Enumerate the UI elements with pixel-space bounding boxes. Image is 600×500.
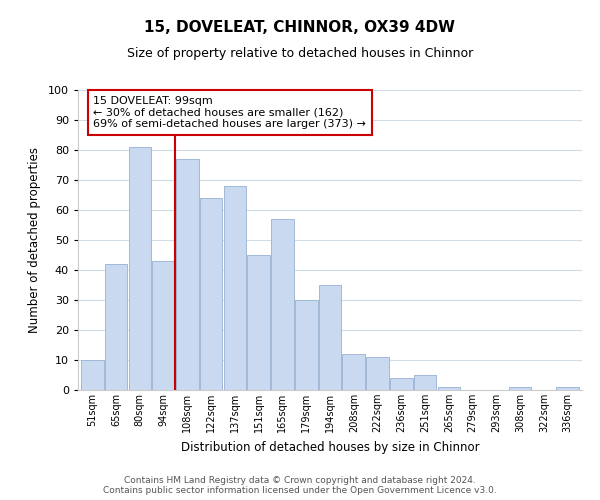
Text: Contains HM Land Registry data © Crown copyright and database right 2024.
Contai: Contains HM Land Registry data © Crown c… xyxy=(103,476,497,495)
Bar xyxy=(200,198,223,390)
Bar xyxy=(509,387,532,390)
Bar xyxy=(343,354,365,390)
Bar xyxy=(271,219,294,390)
Y-axis label: Number of detached properties: Number of detached properties xyxy=(28,147,41,333)
Bar xyxy=(390,378,413,390)
Bar xyxy=(295,300,317,390)
Bar xyxy=(81,360,104,390)
Bar xyxy=(366,357,389,390)
Bar xyxy=(176,159,199,390)
Bar xyxy=(128,147,151,390)
X-axis label: Distribution of detached houses by size in Chinnor: Distribution of detached houses by size … xyxy=(181,440,479,454)
Text: 15 DOVELEAT: 99sqm
← 30% of detached houses are smaller (162)
69% of semi-detach: 15 DOVELEAT: 99sqm ← 30% of detached hou… xyxy=(93,96,366,129)
Text: 15, DOVELEAT, CHINNOR, OX39 4DW: 15, DOVELEAT, CHINNOR, OX39 4DW xyxy=(145,20,455,35)
Bar xyxy=(105,264,127,390)
Bar xyxy=(556,387,579,390)
Text: Size of property relative to detached houses in Chinnor: Size of property relative to detached ho… xyxy=(127,48,473,60)
Bar xyxy=(319,285,341,390)
Bar xyxy=(437,387,460,390)
Bar xyxy=(414,375,436,390)
Bar xyxy=(247,255,270,390)
Bar xyxy=(152,261,175,390)
Bar xyxy=(224,186,246,390)
